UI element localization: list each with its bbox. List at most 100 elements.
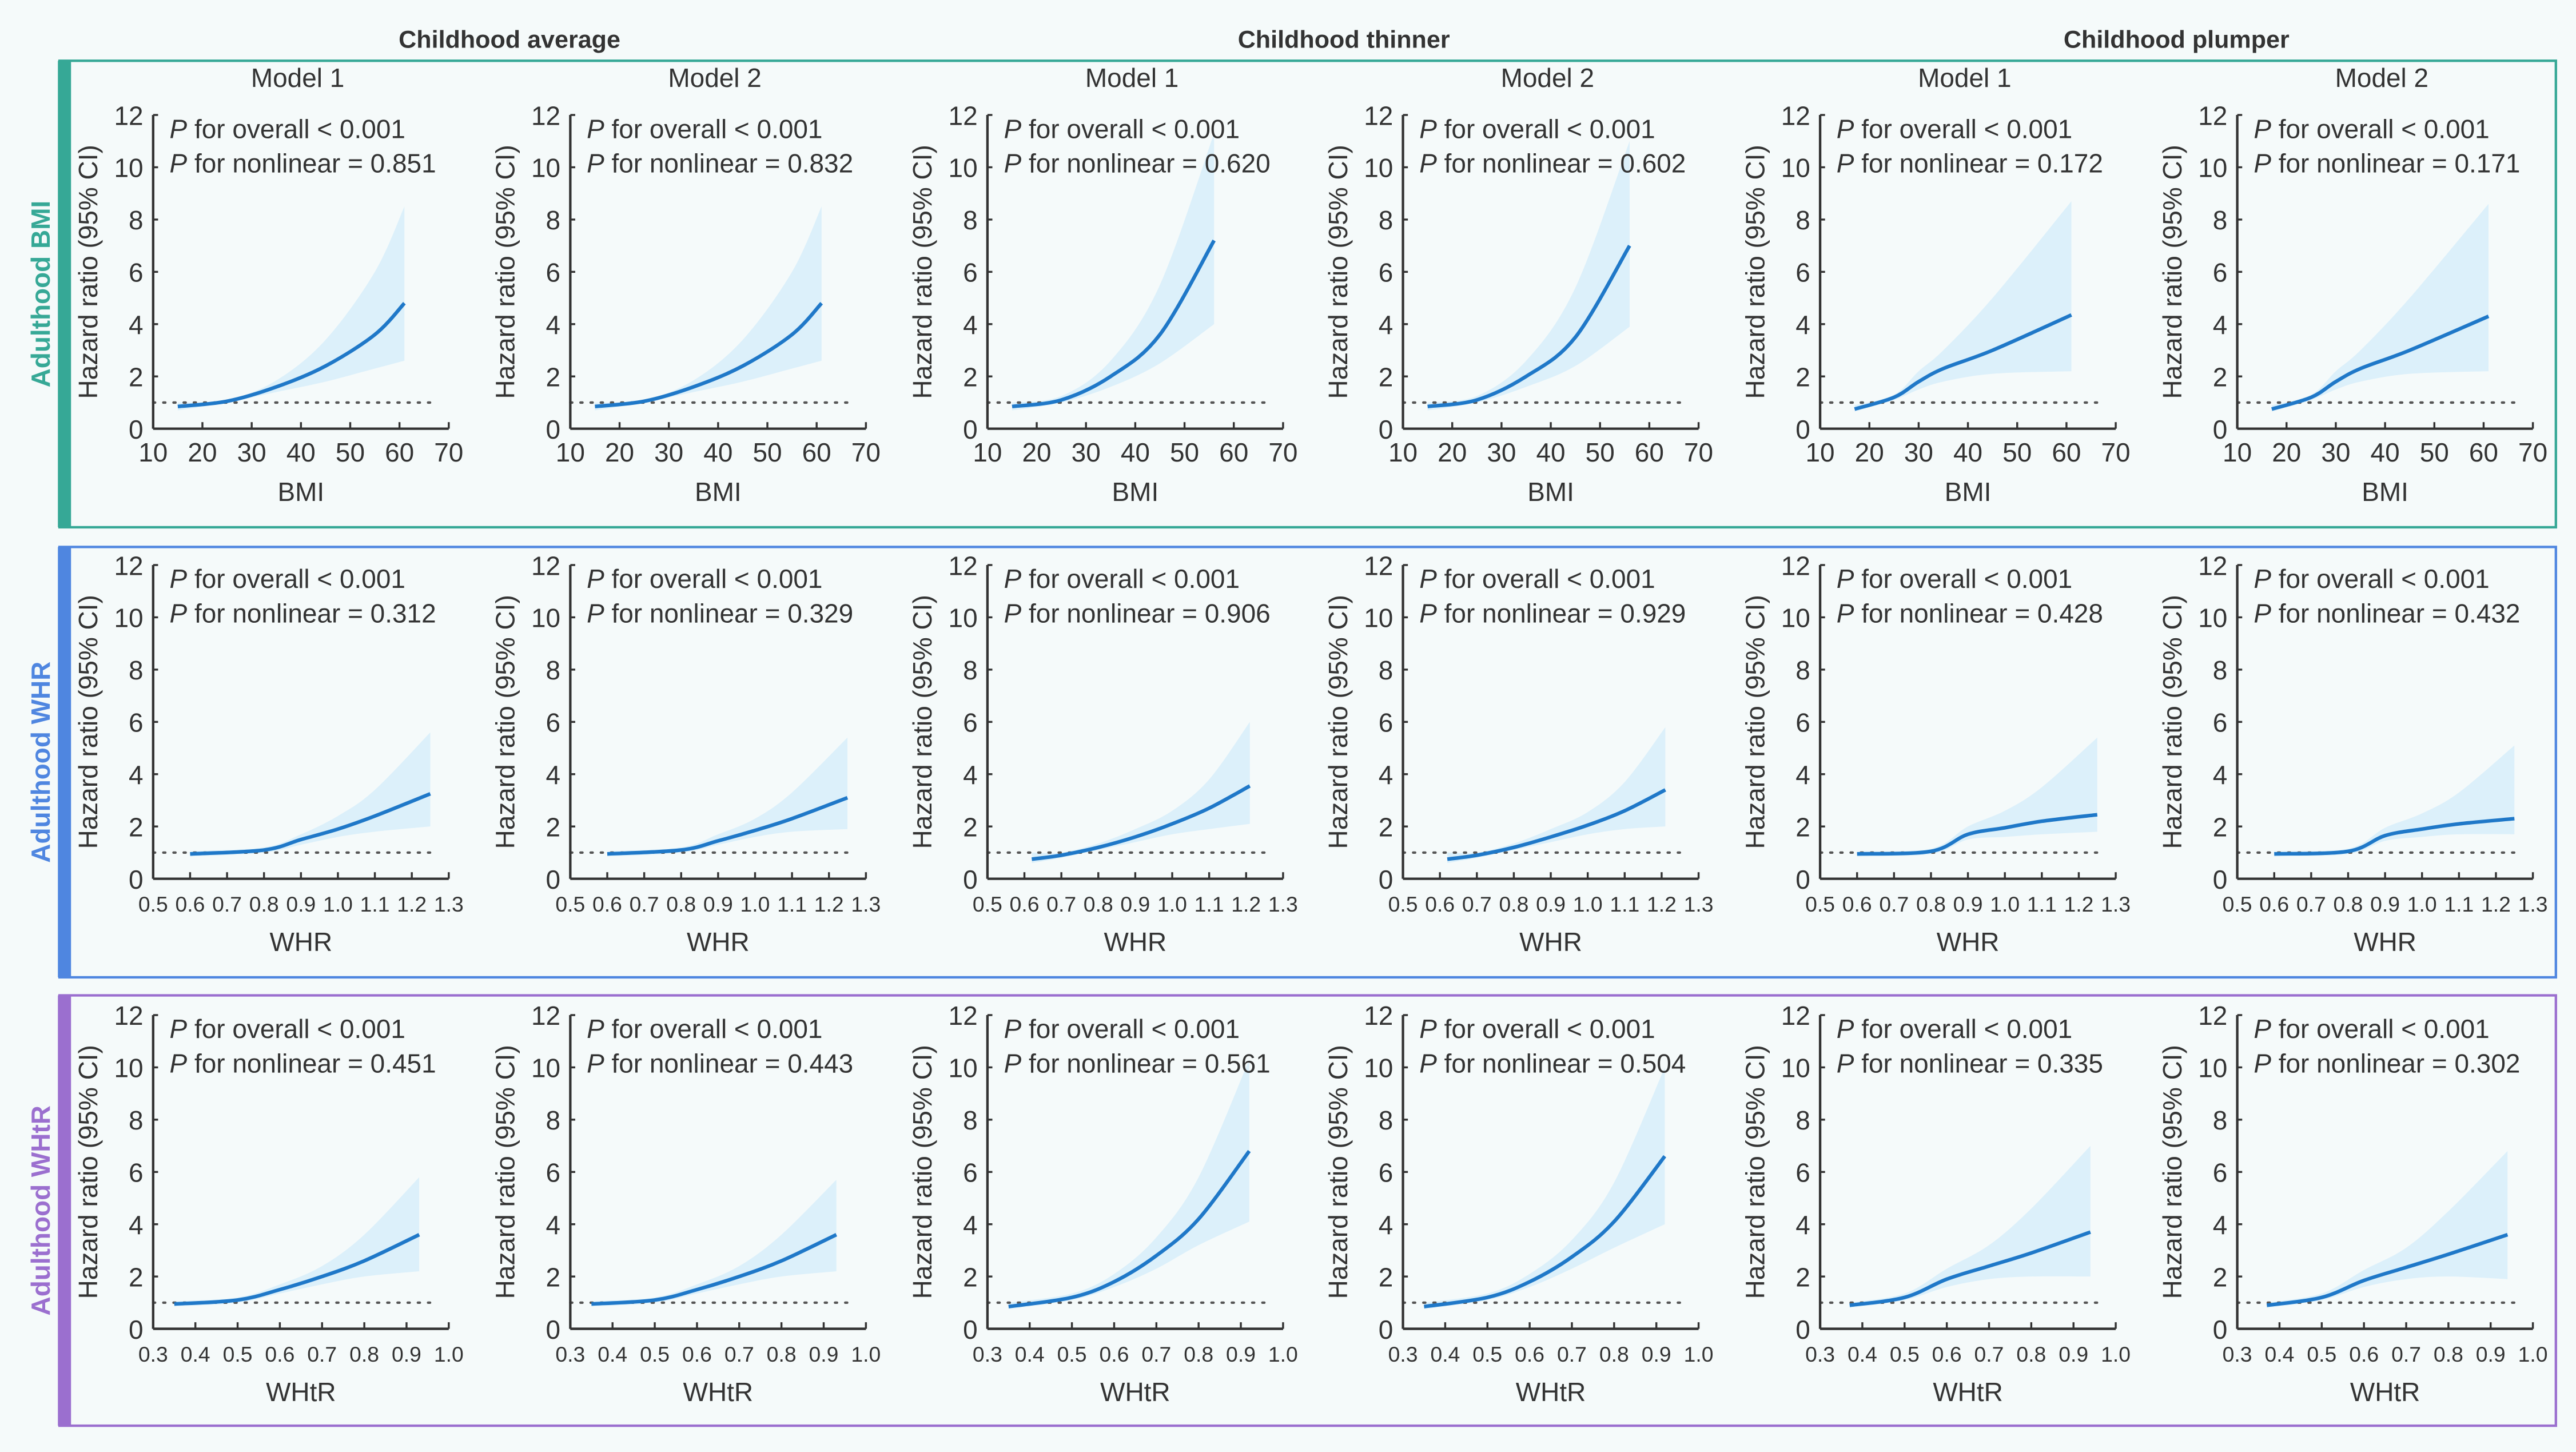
p-symbol: P [2253, 114, 2271, 144]
p-overall: P for overall < 0.001 [587, 564, 822, 594]
x-tick-label: 30 [1904, 437, 1933, 467]
x-tick-label: 0.9 [286, 892, 316, 916]
p-text: for nonlinear = 0.428 [1854, 599, 2103, 628]
x-tick-label: 0.9 [2059, 1342, 2088, 1366]
row-label: Adulthood WHR [26, 662, 55, 863]
y-tick-label: 2 [1795, 362, 1810, 392]
x-axis-label: WHtR [1933, 1377, 2002, 1407]
y-tick-label: 8 [2213, 1105, 2228, 1135]
p-symbol: P [587, 1014, 604, 1044]
y-tick-label: 10 [1364, 603, 1393, 633]
p-text: for overall < 0.001 [2271, 564, 2490, 594]
y-tick-label: 10 [1364, 153, 1393, 183]
hazard-ratio-curve [1032, 784, 1251, 861]
p-overall: P for overall < 0.001 [2253, 1014, 2489, 1044]
x-axis-label: WHtR [1516, 1377, 1586, 1407]
y-tick-label: 10 [949, 603, 978, 633]
p-symbol: P [1004, 1049, 1022, 1079]
p-nonlinear: P for nonlinear = 0.172 [1837, 149, 2103, 178]
y-axis-label: Hazard ratio (95% CI) [73, 595, 103, 849]
y-axis-label: Hazard ratio (95% CI) [1323, 595, 1353, 849]
x-tick-label: 1.0 [1573, 892, 1603, 916]
x-tick-label: 60 [2052, 437, 2081, 467]
y-tick-label: 2 [1379, 812, 1393, 842]
x-tick-label: 0.7 [1462, 892, 1492, 916]
p-text: for overall < 0.001 [1021, 114, 1240, 144]
p-symbol: P [1837, 149, 1854, 178]
x-tick-label: 70 [2101, 437, 2131, 467]
row-color-bar [58, 995, 71, 1426]
y-tick-label: 12 [114, 551, 143, 580]
p-nonlinear: P for nonlinear = 0.620 [1004, 149, 1271, 178]
x-tick-label: 40 [2371, 437, 2400, 467]
p-symbol: P [1837, 114, 1854, 144]
p-text: for nonlinear = 0.451 [187, 1049, 436, 1079]
x-tick-label: 1.1 [2027, 892, 2057, 916]
x-tick-label: 70 [1684, 437, 1713, 467]
hazard-ratio-curve [2266, 1233, 2509, 1307]
x-tick-label: 1.3 [1268, 892, 1298, 916]
y-tick-label: 12 [1364, 1001, 1393, 1031]
x-tick-label: 0.4 [598, 1342, 627, 1366]
x-tick-label: 70 [434, 437, 463, 467]
x-tick-label: 20 [1022, 437, 1052, 467]
p-overall: P for overall < 0.001 [587, 114, 822, 144]
y-tick-label: 8 [1795, 1105, 1810, 1135]
x-axis-label: WHtR [1100, 1377, 1170, 1407]
x-axis-label: WHR [1937, 927, 2000, 957]
y-tick-label: 0 [129, 1315, 144, 1344]
x-tick-label: 0.9 [1642, 1342, 1671, 1366]
y-tick-label: 0 [129, 415, 144, 444]
x-tick-label: 0.6 [1425, 892, 1455, 916]
y-tick-label: 8 [1379, 655, 1393, 685]
y-tick-label: 8 [546, 1105, 561, 1135]
p-symbol: P [1004, 149, 1022, 178]
x-tick-label: 0.4 [2265, 1342, 2295, 1366]
y-axis-label: Hazard ratio (95% CI) [1740, 145, 1770, 399]
p-nonlinear: P for nonlinear = 0.929 [1419, 599, 1686, 628]
hazard-ratio-curve [2274, 817, 2515, 856]
y-tick-label: 2 [2213, 812, 2228, 842]
p-overall: P for overall < 0.001 [1837, 114, 2072, 144]
y-tick-label: 6 [546, 258, 561, 288]
y-tick-label: 4 [2213, 310, 2228, 340]
p-text: for nonlinear = 0.851 [187, 149, 436, 178]
x-tick-label: 1.3 [851, 892, 881, 916]
x-tick-label: 0.5 [2307, 1342, 2336, 1366]
p-overall: P for overall < 0.001 [170, 564, 405, 594]
y-tick-label: 0 [546, 865, 561, 894]
p-symbol: P [587, 599, 604, 628]
y-tick-label: 2 [963, 1262, 978, 1292]
x-tick-label: 0.8 [249, 892, 279, 916]
p-symbol: P [1004, 114, 1022, 144]
y-tick-label: 0 [1795, 1315, 1810, 1344]
y-tick-label: 6 [1379, 258, 1393, 288]
x-axis-label: BMI [695, 477, 742, 507]
p-nonlinear: P for nonlinear = 0.504 [1419, 1049, 1686, 1079]
y-tick-label: 0 [963, 865, 978, 894]
y-tick-label: 0 [1795, 415, 1810, 444]
confidence-band [591, 1180, 837, 1307]
y-axis-label: Hazard ratio (95% CI) [2157, 595, 2187, 849]
p-symbol: P [1419, 149, 1437, 178]
hazard-ratio-curve [1854, 313, 2072, 411]
x-tick-label: 0.8 [1499, 892, 1528, 916]
p-overall: P for overall < 0.001 [1004, 1014, 1240, 1044]
p-overall: P for overall < 0.001 [1837, 564, 2072, 594]
y-axis-label: Hazard ratio (95% CI) [1740, 595, 1770, 849]
x-tick-label: 60 [2469, 437, 2498, 467]
x-tick-label: 0.3 [555, 1342, 585, 1366]
x-tick-label: 0.5 [1057, 1342, 1087, 1366]
y-tick-label: 2 [546, 362, 561, 392]
row-color-bar [58, 547, 71, 977]
p-symbol: P [170, 564, 188, 594]
p-overall: P for overall < 0.001 [1004, 564, 1240, 594]
y-tick-label: 10 [949, 1053, 978, 1083]
y-tick-label: 4 [1379, 760, 1393, 790]
x-tick-label: 70 [1268, 437, 1297, 467]
y-tick-label: 10 [2198, 153, 2227, 183]
panel: 0 2 4 6 8 10 12 0.5 0.6 0.7 0.8 0.9 1.0 1.1 1.2 1.3 WHR H… [907, 551, 1298, 957]
hazard-ratio-curve [1447, 788, 1666, 861]
